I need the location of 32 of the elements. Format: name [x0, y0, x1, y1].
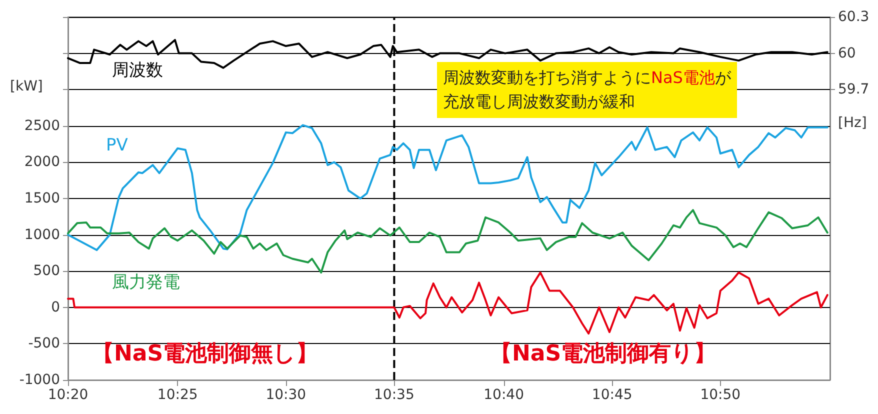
annotation: 【NaS電池制御無し】: [92, 342, 318, 366]
y-tick-label: 1500: [24, 190, 60, 206]
y-tick-label: 500: [33, 263, 60, 280]
x-tick-label: 10:25: [157, 387, 198, 403]
y2-tick-label: 60.3: [838, 9, 870, 25]
series-label: 周波数: [112, 60, 163, 80]
x-tick-label: 10:35: [374, 387, 414, 403]
y-tick-label: 0: [51, 299, 60, 316]
annotation: 周波数変動を打ち消すように: [443, 68, 651, 87]
annotation: が: [714, 68, 731, 87]
x-tick-label: 10:40: [484, 387, 524, 403]
y-tick-label: 1000: [24, 226, 60, 243]
y2-tick-label: 60: [838, 45, 856, 62]
annotation: NaS電池: [651, 68, 715, 87]
y-axis-title: [kW]: [10, 78, 43, 95]
y-tick-label: 2500: [24, 118, 60, 134]
annotation: 【NaS電池制御有り】: [490, 342, 716, 366]
series-label: PV: [106, 136, 128, 156]
line-series: [67, 272, 828, 335]
x-tick-label: 10:20: [48, 387, 88, 403]
x-tick-label: 10:45: [592, 387, 632, 403]
y-tick-label: 2000: [24, 154, 60, 170]
y2-tick-label: 59.7: [838, 82, 870, 98]
series-label: 風力発電: [112, 272, 180, 292]
annotation: 充放電し周波数変動が緩和: [443, 92, 635, 111]
y-tick-label: -500: [28, 336, 60, 352]
x-tick-label: 10:30: [266, 387, 306, 403]
y2-axis-title: [Hz]: [838, 114, 867, 131]
x-tick-label: 10:50: [700, 387, 741, 403]
line-series: [67, 209, 828, 274]
line-series: [67, 124, 828, 252]
y-tick-label: -1000: [19, 372, 60, 388]
